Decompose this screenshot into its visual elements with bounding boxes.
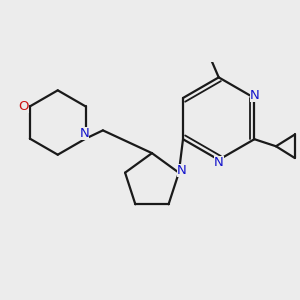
Text: N: N [177,164,187,177]
Text: O: O [19,100,29,113]
Text: N: N [80,127,89,140]
Text: N: N [250,89,259,102]
Text: N: N [214,156,224,169]
